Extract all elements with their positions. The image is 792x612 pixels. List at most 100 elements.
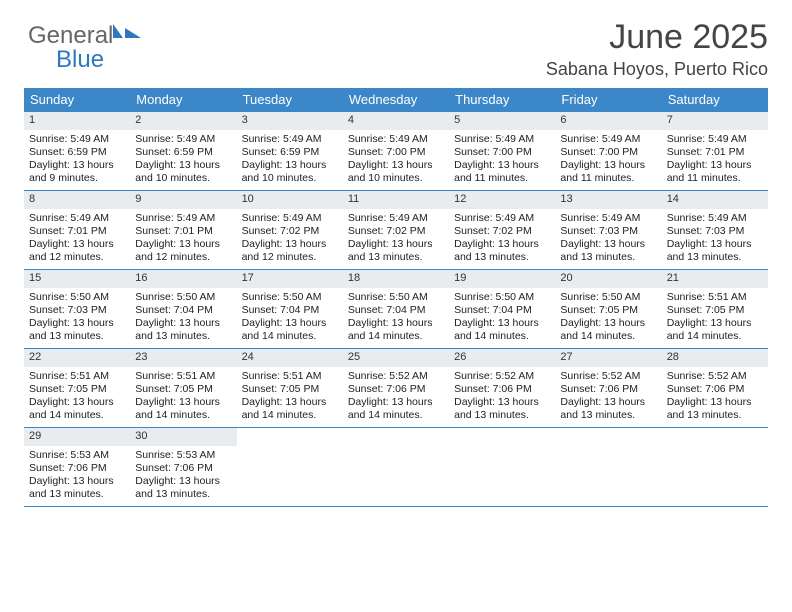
- sunset-line: Sunset: 7:03 PM: [667, 225, 763, 238]
- day-body: Sunrise: 5:50 AMSunset: 7:04 PMDaylight:…: [237, 291, 343, 348]
- sunrise-line: Sunrise: 5:49 AM: [29, 212, 125, 225]
- day-number: 8: [24, 191, 130, 209]
- sunrise-line: Sunrise: 5:50 AM: [560, 291, 656, 304]
- week-row: 15Sunrise: 5:50 AMSunset: 7:03 PMDayligh…: [24, 270, 768, 349]
- day-cell: 30Sunrise: 5:53 AMSunset: 7:06 PMDayligh…: [130, 428, 236, 506]
- sunset-line: Sunset: 7:00 PM: [560, 146, 656, 159]
- day-cell: 22 Sunrise: 5:51 AMSunset: 7:05 PMDayligh…: [24, 349, 130, 427]
- day-number: 25: [343, 349, 449, 367]
- day-number: 9: [130, 191, 236, 209]
- weekday-header-row: SundayMondayTuesdayWednesdayThursdayFrid…: [24, 88, 768, 112]
- day-cell: 9Sunrise: 5:49 AMSunset: 7:01 PMDaylight…: [130, 191, 236, 269]
- daylight-line: Daylight: 13 hours and 12 minutes.: [242, 238, 338, 264]
- day-number: 26: [449, 349, 555, 367]
- sunset-line: Sunset: 7:05 PM: [667, 304, 763, 317]
- sunrise-line: Sunrise: 5:49 AM: [135, 212, 231, 225]
- sunrise-line: Sunrise: 5:49 AM: [454, 212, 550, 225]
- sunset-line: Sunset: 6:59 PM: [242, 146, 338, 159]
- day-number: 14: [662, 191, 768, 209]
- day-cell: 5Sunrise: 5:49 AMSunset: 7:00 PMDaylight…: [449, 112, 555, 190]
- day-cell: 19Sunrise: 5:50 AMSunset: 7:04 PMDayligh…: [449, 270, 555, 348]
- day-body: Sunrise: 5:50 AMSunset: 7:03 PMDaylight:…: [24, 291, 130, 348]
- day-body: Sunrise: 5:50 AMSunset: 7:04 PMDaylight:…: [343, 291, 449, 348]
- day-body: Sunrise: 5:49 AMSunset: 7:01 PMDaylight:…: [662, 133, 768, 190]
- daylight-line: Daylight: 13 hours and 9 minutes.: [29, 159, 125, 185]
- sunset-line: Sunset: 7:03 PM: [560, 225, 656, 238]
- brand-line1: General: [28, 22, 113, 49]
- day-cell-empty: [662, 428, 768, 506]
- weekday-header: Tuesday: [237, 88, 343, 112]
- sunrise-line: Sunrise: 5:52 AM: [454, 370, 550, 383]
- day-cell: 25Sunrise: 5:52 AMSunset: 7:06 PMDayligh…: [343, 349, 449, 427]
- day-number: 6: [555, 112, 661, 130]
- weekday-header: Monday: [130, 88, 236, 112]
- weekday-header: Saturday: [662, 88, 768, 112]
- day-body: Sunrise: 5:50 AMSunset: 7:04 PMDaylight:…: [130, 291, 236, 348]
- day-body: Sunrise: 5:51 AMSunset: 7:05 PMDaylight:…: [662, 291, 768, 348]
- sunrise-line: Sunrise: 5:49 AM: [135, 133, 231, 146]
- sunset-line: Sunset: 6:59 PM: [29, 146, 125, 159]
- sunset-line: Sunset: 7:06 PM: [29, 462, 125, 475]
- daylight-line: Daylight: 13 hours and 14 minutes.: [242, 396, 338, 422]
- sunset-line: Sunset: 7:03 PM: [29, 304, 125, 317]
- sunset-line: Sunset: 7:06 PM: [454, 383, 550, 396]
- day-number: 16: [130, 270, 236, 288]
- daylight-line: Daylight: 13 hours and 10 minutes.: [135, 159, 231, 185]
- daylight-line: Daylight: 13 hours and 13 minutes.: [454, 238, 550, 264]
- sunrise-line: Sunrise: 5:49 AM: [560, 212, 656, 225]
- day-cell: 6Sunrise: 5:49 AMSunset: 7:00 PMDaylight…: [555, 112, 661, 190]
- logo-triangle-icon: [113, 24, 123, 38]
- day-number: 4: [343, 112, 449, 130]
- sunset-line: Sunset: 7:00 PM: [454, 146, 550, 159]
- daylight-line: Daylight: 13 hours and 11 minutes.: [560, 159, 656, 185]
- day-number: 21: [662, 270, 768, 288]
- sunset-line: Sunset: 7:02 PM: [348, 225, 444, 238]
- sunset-line: Sunset: 7:06 PM: [667, 383, 763, 396]
- sunset-line: Sunset: 7:06 PM: [135, 462, 231, 475]
- sunrise-line: Sunrise: 5:49 AM: [454, 133, 550, 146]
- daylight-line: Daylight: 13 hours and 14 minutes.: [135, 396, 231, 422]
- day-cell: 18Sunrise: 5:50 AMSunset: 7:04 PMDayligh…: [343, 270, 449, 348]
- week-row: 1Sunrise: 5:49 AMSunset: 6:59 PMDaylight…: [24, 112, 768, 191]
- day-body: Sunrise: 5:50 AMSunset: 7:04 PMDaylight:…: [449, 291, 555, 348]
- sunset-line: Sunset: 7:01 PM: [135, 225, 231, 238]
- day-number: 22: [24, 349, 130, 367]
- sunset-line: Sunset: 7:04 PM: [454, 304, 550, 317]
- daylight-line: Daylight: 13 hours and 14 minutes.: [667, 317, 763, 343]
- day-cell-empty: [555, 428, 661, 506]
- sunset-line: Sunset: 6:59 PM: [135, 146, 231, 159]
- brand-line2: Blue: [56, 46, 141, 74]
- day-cell: 15Sunrise: 5:50 AMSunset: 7:03 PMDayligh…: [24, 270, 130, 348]
- day-body: Sunrise: 5:49 AMSunset: 7:00 PMDaylight:…: [343, 133, 449, 190]
- day-cell: 27 Sunrise: 5:52 AMSunset: 7:06 PMDayligh…: [555, 349, 661, 427]
- day-body: Sunrise: 5:49 AMSunset: 7:02 PMDaylight:…: [237, 212, 343, 269]
- sunrise-line: Sunrise: 5:50 AM: [242, 291, 338, 304]
- day-number: 29: [24, 428, 130, 446]
- day-cell: 3Sunrise: 5:49 AMSunset: 6:59 PMDaylight…: [237, 112, 343, 190]
- daylight-line: Daylight: 13 hours and 13 minutes.: [560, 396, 656, 422]
- sunset-line: Sunset: 7:06 PM: [348, 383, 444, 396]
- day-cell: 14 Sunrise: 5:49 AMSunset: 7:03 PMDayligh…: [662, 191, 768, 269]
- day-body: Sunrise: 5:53 AMSunset: 7:06 PMDaylight:…: [24, 449, 130, 506]
- day-number: 17: [237, 270, 343, 288]
- day-body: Sunrise: 5:52 AMSunset: 7:06 PMDaylight:…: [555, 370, 661, 427]
- day-number: 10: [237, 191, 343, 209]
- day-number: 24: [237, 349, 343, 367]
- weekday-header: Friday: [555, 88, 661, 112]
- daylight-line: Daylight: 13 hours and 13 minutes.: [29, 475, 125, 501]
- day-body: Sunrise: 5:49 AMSunset: 6:59 PMDaylight:…: [24, 133, 130, 190]
- day-body: Sunrise: 5:51 AMSunset: 7:05 PMDaylight:…: [130, 370, 236, 427]
- sunrise-line: Sunrise: 5:50 AM: [29, 291, 125, 304]
- day-body: Sunrise: 5:51 AMSunset: 7:05 PMDaylight:…: [24, 370, 130, 427]
- sunrise-line: Sunrise: 5:50 AM: [454, 291, 550, 304]
- day-number: 11: [343, 191, 449, 209]
- day-body: Sunrise: 5:49 AMSunset: 7:03 PMDaylight:…: [662, 212, 768, 269]
- sunrise-line: Sunrise: 5:49 AM: [29, 133, 125, 146]
- day-cell: 12Sunrise: 5:49 AMSunset: 7:02 PMDayligh…: [449, 191, 555, 269]
- day-number: 13: [555, 191, 661, 209]
- day-cell: 16 Sunrise: 5:50 AMSunset: 7:04 PMDayligh…: [130, 270, 236, 348]
- day-number: 27: [555, 349, 661, 367]
- sunrise-line: Sunrise: 5:51 AM: [242, 370, 338, 383]
- sunrise-line: Sunrise: 5:49 AM: [667, 212, 763, 225]
- day-body: Sunrise: 5:49 AMSunset: 7:02 PMDaylight:…: [343, 212, 449, 269]
